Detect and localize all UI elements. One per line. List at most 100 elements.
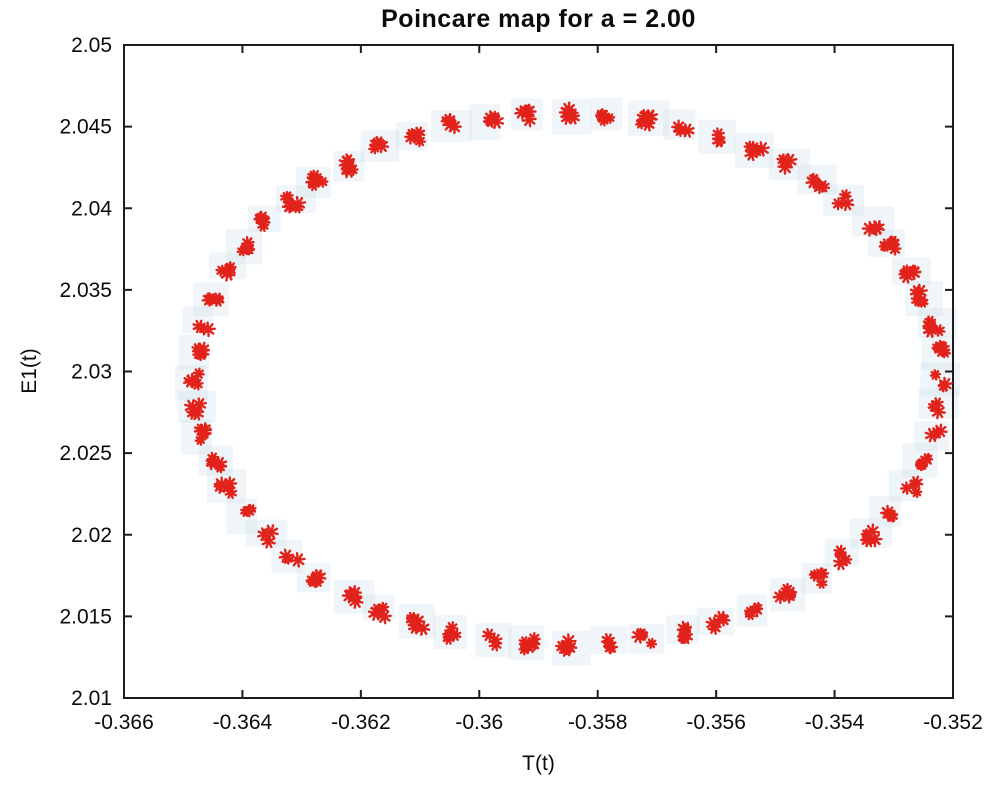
data-point-cluster	[289, 551, 306, 568]
data-point-cluster	[566, 107, 579, 120]
asterisk-stroke	[860, 532, 873, 536]
asterisk-stroke	[596, 109, 609, 122]
y-tick-label: 2.05	[71, 34, 112, 57]
asterisk-stroke	[816, 580, 828, 587]
asterisk-stroke	[521, 117, 537, 122]
asterisk-stroke	[376, 614, 392, 619]
y-tick-label: 2.015	[59, 605, 112, 628]
data-point-cluster	[481, 627, 496, 642]
asterisk-stroke	[261, 537, 276, 546]
asterisk-stroke	[816, 572, 830, 576]
data-point-cluster	[369, 137, 383, 151]
x-tick-label: -0.364	[213, 711, 273, 734]
data-point-cluster	[415, 620, 431, 636]
data-point-cluster	[522, 639, 538, 654]
data-point-cluster	[196, 345, 210, 359]
data-point-cluster	[807, 172, 820, 186]
x-tick-label: -0.356	[686, 711, 746, 734]
data-point-cluster	[839, 189, 852, 202]
data-point-cluster	[186, 406, 200, 420]
data-point-cluster	[929, 369, 942, 381]
asterisk-stroke	[224, 489, 238, 496]
data-point-cluster	[200, 321, 216, 338]
asterisk-stroke	[781, 157, 798, 164]
asterisk-stroke	[909, 480, 921, 486]
data-point-cluster	[412, 126, 426, 140]
data-point-cluster	[910, 486, 923, 499]
x-tick-label: -0.366	[94, 711, 154, 734]
asterisk-stroke	[678, 631, 690, 643]
data-point-cluster	[746, 140, 760, 155]
asterisk-stroke	[348, 586, 361, 598]
data-point-cluster	[631, 628, 647, 644]
y-tick-label: 2.025	[59, 442, 112, 465]
asterisk-stroke	[833, 558, 848, 568]
asterisk-stroke	[714, 614, 728, 622]
asterisk-stroke	[924, 318, 937, 325]
data-point-cluster	[831, 197, 845, 211]
data-point-cluster	[192, 319, 206, 334]
data-point-cluster	[376, 609, 392, 625]
data-point-cluster	[282, 190, 294, 203]
asterisk-stroke	[245, 507, 257, 512]
data-point-cluster	[635, 117, 647, 130]
data-point-cluster	[680, 123, 695, 138]
data-point-cluster	[488, 633, 503, 648]
data-point-cluster	[224, 486, 238, 500]
asterisk-stroke	[211, 295, 224, 302]
x-tick-label: -0.362	[331, 711, 391, 734]
data-point-cluster	[521, 112, 537, 128]
asterisk-stroke	[253, 216, 268, 221]
y-tick-label: 2.035	[59, 279, 112, 302]
data-point-cluster	[816, 577, 828, 589]
asterisk-stroke	[184, 402, 199, 412]
data-point-cluster	[307, 179, 320, 192]
asterisk-stroke	[780, 593, 797, 598]
data-point-cluster	[245, 503, 257, 515]
marker-halo	[629, 623, 665, 654]
data-point-cluster	[442, 113, 457, 128]
asterisk-stroke	[870, 223, 885, 232]
data-point-cluster	[705, 616, 721, 631]
data-point-cluster	[869, 220, 885, 236]
data-point-cluster	[347, 584, 362, 600]
data-point-cluster	[671, 119, 687, 135]
asterisk-stroke	[481, 632, 496, 638]
data-point-cluster	[310, 569, 324, 582]
data-point-cluster	[905, 264, 922, 281]
data-point-cluster	[257, 527, 272, 542]
asterisk-stroke	[938, 381, 949, 391]
asterisk-stroke	[812, 181, 824, 189]
asterisk-stroke	[901, 266, 912, 275]
asterisk-stroke	[214, 482, 227, 492]
axes-frame	[123, 44, 954, 699]
data-point-cluster	[278, 548, 295, 564]
data-point-cluster	[781, 152, 798, 169]
asterisk-stroke	[713, 136, 726, 145]
data-point-cluster	[338, 155, 354, 171]
asterisk-stroke	[200, 327, 216, 332]
data-point-cluster	[744, 608, 757, 621]
data-point-cluster	[816, 567, 830, 581]
y-tick-label: 2.03	[71, 361, 112, 384]
asterisk-stroke	[930, 400, 944, 407]
asterisk-stroke	[706, 619, 720, 629]
data-point-cluster	[645, 637, 658, 649]
asterisk-stroke	[878, 245, 891, 248]
asterisk-stroke	[886, 513, 899, 520]
data-point-cluster	[183, 374, 197, 389]
data-point-cluster	[931, 341, 943, 353]
data-point-cluster	[919, 453, 933, 468]
asterisk-stroke	[446, 125, 462, 128]
asterisk-stroke	[566, 111, 579, 116]
asterisk-stroke	[523, 642, 537, 651]
asterisk-stroke	[807, 177, 820, 181]
data-point-cluster	[405, 613, 419, 627]
asterisk-stroke	[605, 643, 615, 653]
asterisk-stroke	[483, 115, 499, 120]
asterisk-stroke	[642, 113, 657, 120]
data-point-cluster	[834, 549, 847, 561]
data-point-cluster	[676, 629, 692, 644]
